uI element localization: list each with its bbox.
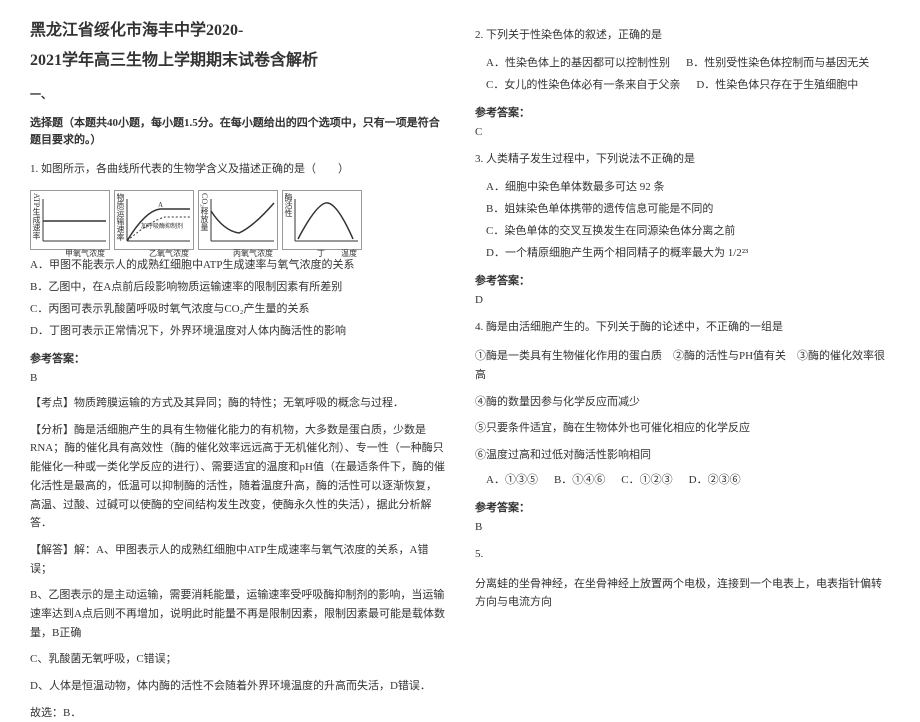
- doc-title-2: 2021学年高三生物上学期期末试卷含解析: [30, 50, 445, 72]
- chart1-ylabel: ATP生成速率: [31, 193, 42, 239]
- q1-charts: ATP生成速率 氧气浓度 甲 A 物质运输速率 氧气浓度 加呼吸酶抑制剂 乙: [30, 190, 445, 250]
- q2-optA: A．性染色体上的基因都可以控制性别: [475, 52, 670, 74]
- q3-stem: 3. 人类精子发生过程中，下列说法不正确的是: [475, 150, 890, 170]
- chart1-xlabel: 氧气浓度: [73, 248, 105, 259]
- q1-exp5: C、乳酸菌无氧呼吸，C错误；: [30, 650, 445, 669]
- chart4-caption: 丁: [317, 248, 325, 259]
- chart2-ylabel: 物质运输速率: [115, 193, 126, 241]
- q3-optA: A．细胞中染色单体数最多可达 92 条: [475, 176, 890, 198]
- q4-line4: ⑥温度过高和过低对酶活性影响相同: [475, 446, 890, 465]
- q4-ans: B: [475, 521, 890, 533]
- doc-title-1: 黑龙江省绥化市海丰中学2020-: [30, 20, 445, 42]
- chart-1: ATP生成速率 氧气浓度 甲: [30, 190, 110, 250]
- chart4-xlabel: 温度: [341, 248, 357, 259]
- q1-exp7: 故选：B．: [30, 704, 445, 722]
- chart3-xlabel: 氧气浓度: [241, 248, 273, 259]
- q3-optD: D．一个精原细胞产生两个相同精子的概率最大为 1/2²³: [475, 242, 890, 264]
- chart-4: 酶活性 温度 丁: [282, 190, 362, 250]
- chart2-inner: 加呼吸酶抑制剂: [141, 221, 183, 230]
- right-column: 2. 下列关于性染色体的叙述，正确的是 A．性染色体上的基因都可以控制性别 B．…: [475, 20, 890, 631]
- q1-exp1: 【考点】物质跨膜运输的方式及其异同；酶的特性；无氧呼吸的概念与过程．: [30, 394, 445, 413]
- q1-exp2: 【分析】酶是活细胞产生的具有生物催化能力的有机物，大多数是蛋白质，少数是RNA；…: [30, 421, 445, 533]
- svg-text:A: A: [158, 201, 163, 209]
- q3-optB: B．姐妹染色单体携带的遗传信息可能是不同的: [475, 198, 890, 220]
- q2-ans-label: 参考答案：: [475, 104, 890, 120]
- q3-ans-label: 参考答案：: [475, 272, 890, 288]
- chart2-caption: 乙: [149, 248, 157, 259]
- q4-optA: A．①③⑤: [475, 469, 538, 491]
- chart3-caption: 丙: [233, 248, 241, 259]
- chart4-ylabel: 酶活性: [283, 193, 294, 217]
- q1-optD: D．丁图可表示正常情况下，外界环境温度对人体内酶活性的影响: [30, 320, 445, 342]
- chart2-xlabel: 氧气浓度: [157, 248, 189, 259]
- chart3-ylabel: CO₂释放量: [199, 193, 210, 231]
- q1-exp3: 【解答】解：A、甲图表示人的成熟红细胞中ATP生成速率与氧气浓度的关系，A错误；: [30, 541, 445, 578]
- q2-optC: C．女儿的性染色体必有一条来自于父亲: [475, 74, 680, 96]
- q2-ans: C: [475, 126, 890, 138]
- q1-ans: B: [30, 372, 445, 384]
- q1-exp6: D、人体是恒温动物，体内酶的活性不会随着外界环境温度的升高而失活，D错误．: [30, 677, 445, 696]
- q3-optC: C．染色单体的交叉互换发生在同源染色体分离之前: [475, 220, 890, 242]
- q4-line3: ⑤只要条件适宜，酶在生物体外也可催化相应的化学反应: [475, 419, 890, 438]
- q4-optC: C．①②③: [621, 469, 672, 491]
- chart-3: CO₂释放量 氧气浓度 丙: [198, 190, 278, 250]
- q4-optB: B．①④⑥: [554, 469, 605, 491]
- q4-line2: ④酶的数量因参与化学反应而减少: [475, 393, 890, 412]
- q5-stem: 5.: [475, 545, 890, 565]
- q1-exp4: B、乙图表示的是主动运输，需要消耗能量，运输速率受呼吸酶抑制剂的影响，当运输速率…: [30, 586, 445, 642]
- q4-ans-label: 参考答案：: [475, 499, 890, 515]
- section-head-1: 一、: [30, 87, 445, 104]
- q3-ans: D: [475, 294, 890, 306]
- q1-optC: C．丙图可表示乳酸菌呼吸时氧气浓度与CO₂产生量的关系: [30, 298, 445, 320]
- q5-text: 分离蛙的坐骨神经，在坐骨神经上放置两个电极，连接到一个电表上，电表指针偏转方向与…: [475, 575, 890, 612]
- q2-optB: B．性别受性染色体控制而与基因无关: [686, 52, 869, 74]
- q2-optD: D．性染色体只存在于生殖细胞中: [696, 74, 858, 96]
- q4-optD: D．②③⑥: [689, 469, 741, 491]
- q1-optB: B．乙图中，在A点前后段影响物质运输速率的限制因素有所差别: [30, 276, 445, 298]
- chart1-caption: 甲: [65, 248, 73, 259]
- chart-2: A 物质运输速率 氧气浓度 加呼吸酶抑制剂 乙: [114, 190, 194, 250]
- left-column: 黑龙江省绥化市海丰中学2020- 2021学年高三生物上学期期末试卷含解析 一、…: [30, 20, 445, 631]
- q4-line1: ①酶是一类具有生物催化作用的蛋白质 ②酶的活性与PH值有关 ③酶的催化效率很高: [475, 347, 890, 384]
- q4-stem: 4. 酶是由活细胞产生的。下列关于酶的论述中，不正确的一组是: [475, 318, 890, 338]
- q2-stem: 2. 下列关于性染色体的叙述，正确的是: [475, 26, 890, 46]
- q1-ans-label: 参考答案：: [30, 350, 445, 366]
- section-head-2: 选择题（本题共40小题，每小题1.5分。在每小题给出的四个选项中，只有一项是符合…: [30, 115, 445, 148]
- q1-stem: 1. 如图所示，各曲线所代表的生物学含义及描述正确的是（ ）: [30, 160, 445, 180]
